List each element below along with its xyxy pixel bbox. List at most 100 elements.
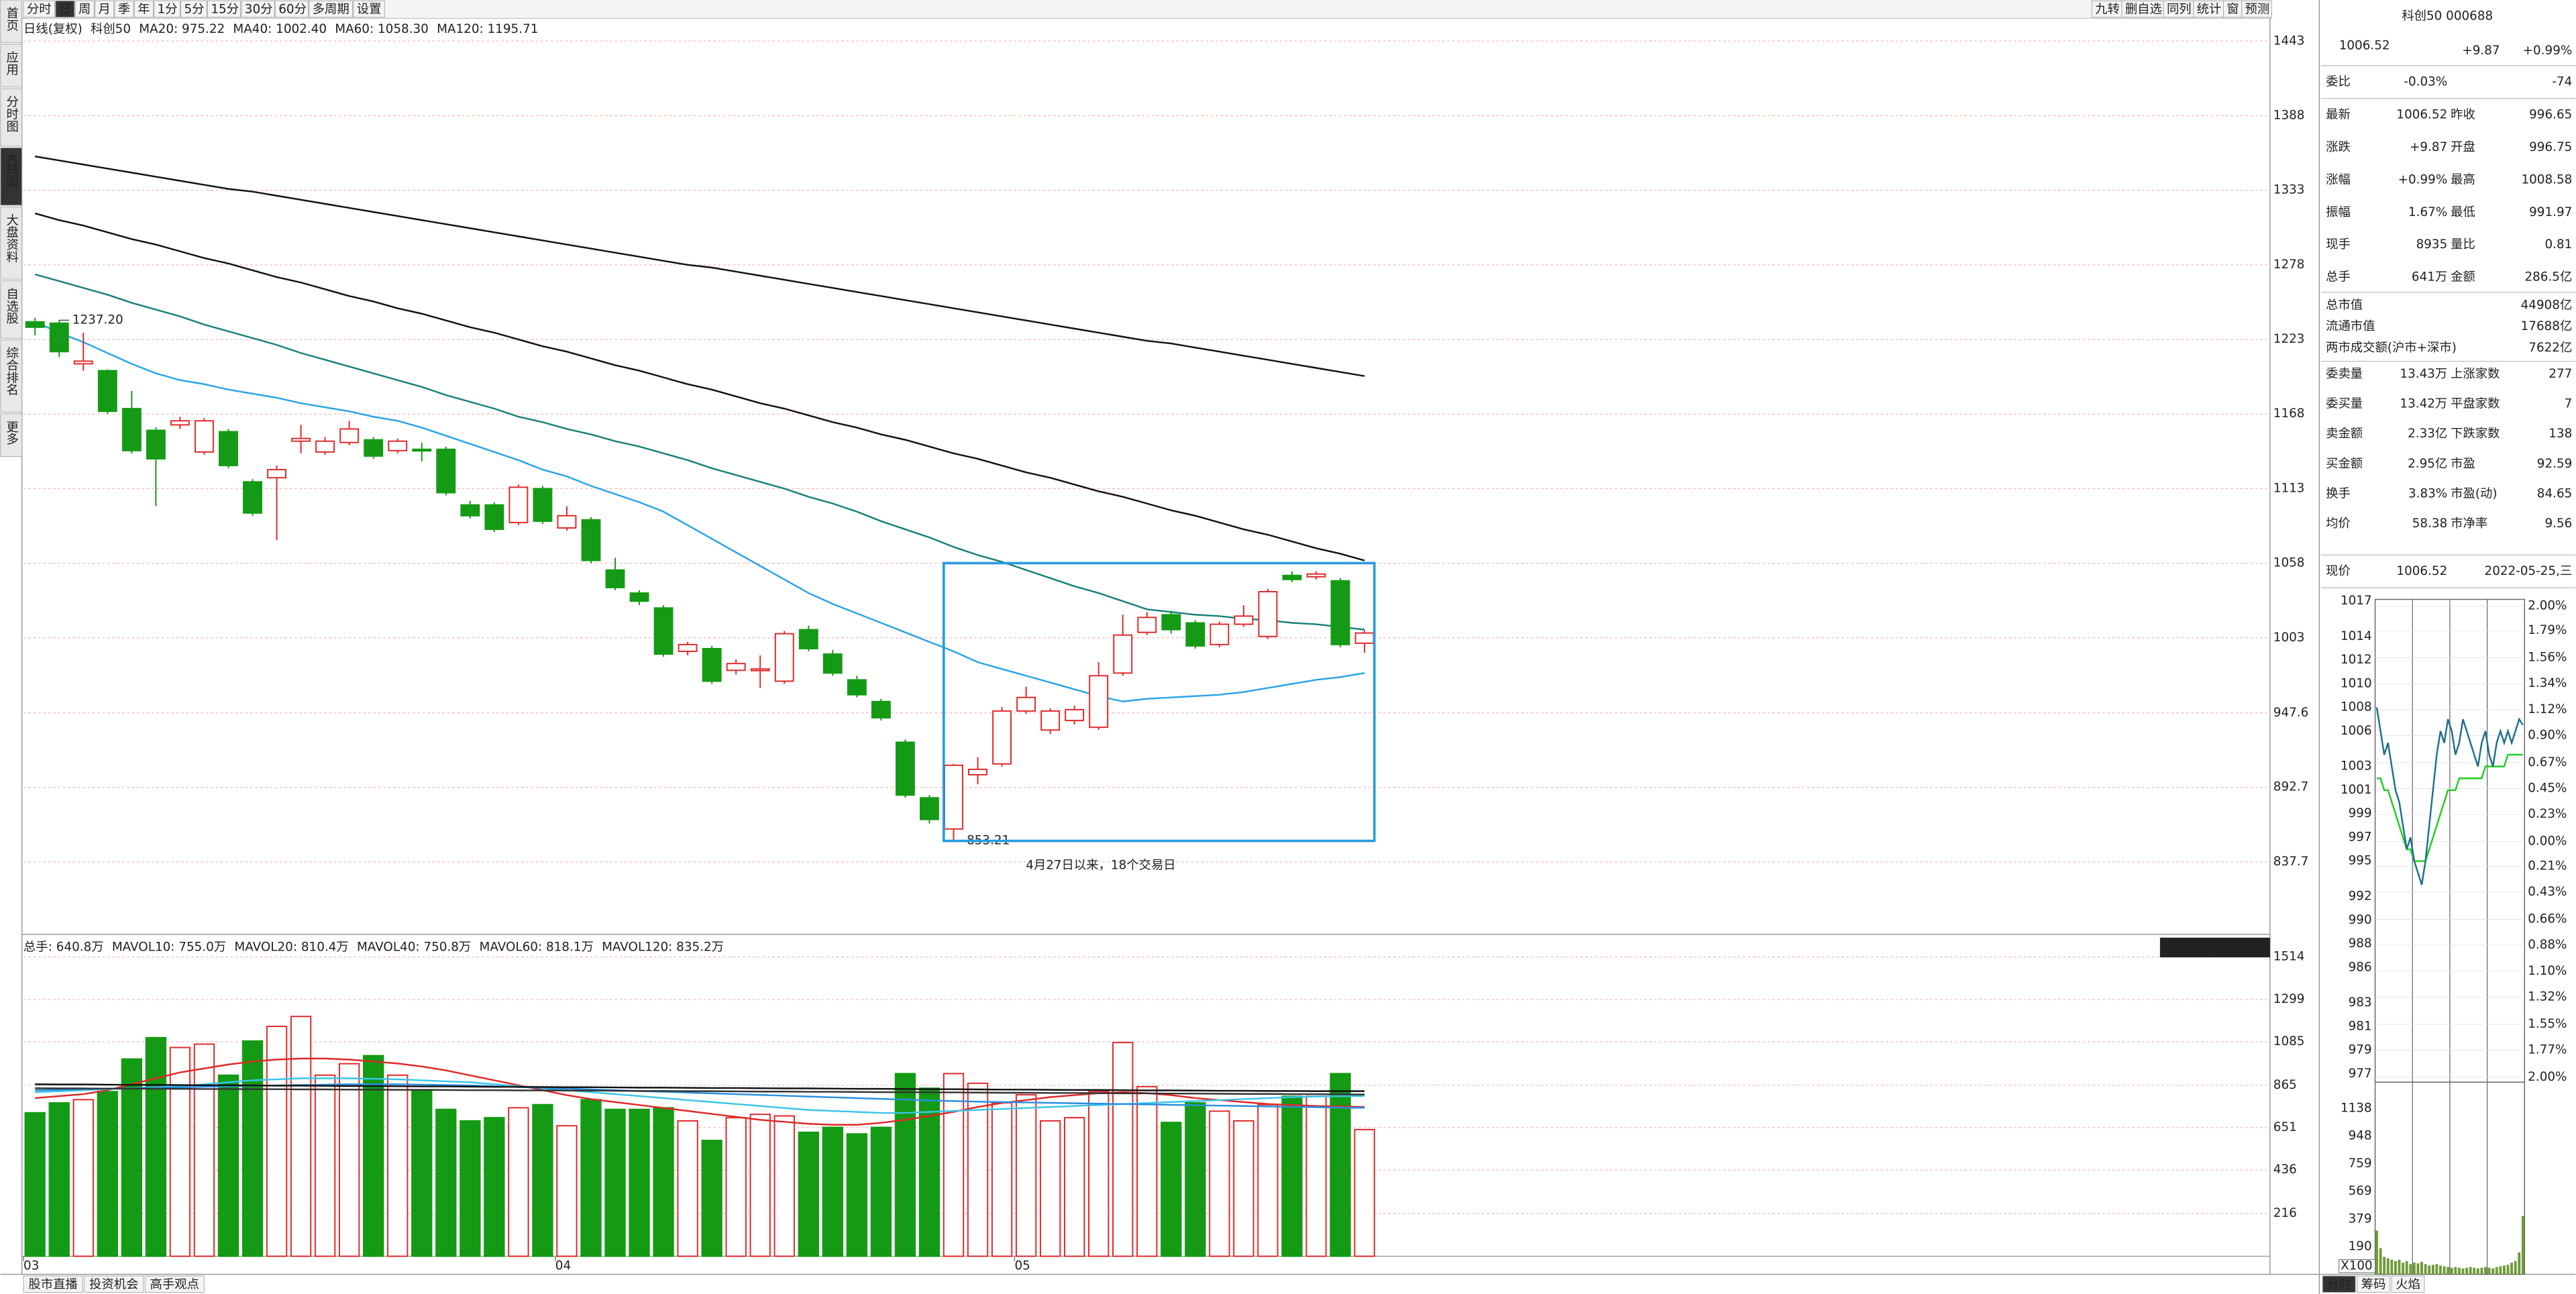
- sidebar-tab-label[interactable]: 应用: [5, 51, 19, 76]
- toolbar-button-label[interactable]: 窗: [2226, 3, 2239, 17]
- mini-volume-bar: [2514, 1261, 2517, 1275]
- bottom-tab-label[interactable]: 高手观点: [150, 1278, 199, 1292]
- toolbar-button-label[interactable]: 周: [78, 3, 91, 17]
- toolbar-button[interactable]: [2193, 0, 2224, 18]
- panel-tab-label[interactable]: 火焰: [2396, 1278, 2420, 1292]
- bottom-tab[interactable]: [84, 1275, 144, 1293]
- indicator-tag[interactable]: [2159, 937, 2270, 958]
- toolbar-button[interactable]: [353, 0, 385, 18]
- toolbar-button[interactable]: [74, 0, 95, 18]
- volume-bar: [121, 1058, 143, 1257]
- bottom-tab[interactable]: [23, 1275, 83, 1293]
- y-tick-label: 1299: [2273, 992, 2305, 1006]
- toolbar-button-label[interactable]: 月: [98, 3, 110, 17]
- toolbar-button[interactable]: [154, 0, 180, 18]
- mini-price-tick: 981: [2349, 1019, 2372, 1033]
- toolbar-button-label[interactable]: 多周期: [313, 3, 350, 17]
- toolbar-button-label[interactable]: 设置: [357, 3, 382, 17]
- toolbar-button[interactable]: [309, 0, 354, 18]
- quote-value: 92.59: [2537, 457, 2573, 471]
- sidebar-tab[interactable]: [0, 0, 23, 44]
- mini-pct-tick: 1.34%: [2528, 676, 2567, 690]
- quote-label: 涨跌: [2326, 140, 2351, 154]
- candle-body: [1354, 632, 1375, 644]
- panel-tab-label[interactable]: 分时: [2326, 1278, 2351, 1292]
- toolbar-button-label[interactable]: 季: [118, 3, 130, 17]
- volume-bar: [773, 1115, 795, 1257]
- panel-tab[interactable]: [2357, 1275, 2391, 1293]
- annotation-label: 1237.20: [72, 313, 123, 327]
- mini-price-tick: 986: [2349, 960, 2372, 974]
- toolbar-button-label[interactable]: 年: [138, 3, 150, 17]
- toolbar-button-label[interactable]: 1分: [158, 3, 178, 17]
- panel-tab[interactable]: [2391, 1275, 2425, 1293]
- volume-bar: [653, 1107, 674, 1257]
- quote-label: 现手: [2326, 237, 2351, 252]
- sidebar-tab[interactable]: [0, 88, 23, 147]
- toolbar-button-label[interactable]: 5分: [184, 3, 204, 17]
- toolbar-bg: [21, 0, 2272, 18]
- toolbar-button[interactable]: [2163, 0, 2194, 18]
- mini-price-tick: 1006: [2341, 724, 2372, 738]
- sidebar-tab[interactable]: [0, 339, 23, 413]
- legend-entry: MAVOL120: 835.2万: [602, 940, 724, 954]
- toolbar-button-label[interactable]: 删自选: [2125, 3, 2162, 17]
- toolbar-button[interactable]: [207, 0, 241, 18]
- toolbar-button[interactable]: [55, 0, 75, 18]
- mini-price-tick: 995: [2349, 854, 2372, 868]
- sidebar-tab[interactable]: [0, 413, 23, 457]
- candle-body: [968, 768, 987, 775]
- sidebar-tab[interactable]: [0, 44, 23, 88]
- toolbar-button-label[interactable]: 30分: [245, 3, 273, 17]
- quote-value: 996.75: [2529, 140, 2572, 154]
- sidebar-tab[interactable]: [0, 147, 23, 206]
- toolbar-button-label[interactable]: 统计: [2197, 3, 2222, 17]
- toolbar-button[interactable]: [23, 0, 56, 18]
- bottom-tab[interactable]: [144, 1275, 205, 1293]
- toolbar-button-label[interactable]: 分时: [27, 3, 52, 17]
- mini-volume-bar: [2461, 1268, 2465, 1275]
- toolbar-button[interactable]: [95, 0, 115, 18]
- sidebar-tab-label[interactable]: 分时图: [5, 95, 19, 132]
- mini-volume-bar: [2390, 1259, 2394, 1275]
- toolbar-button-label[interactable]: 日: [59, 3, 71, 17]
- bottom-tab-label[interactable]: 股市直播: [28, 1278, 77, 1292]
- toolbar-button[interactable]: [241, 0, 275, 18]
- toolbar-button-label[interactable]: 60分: [278, 3, 307, 17]
- panel-tab-label[interactable]: 筹码: [2361, 1278, 2386, 1292]
- toolbar-button[interactable]: [180, 0, 207, 18]
- volume-bar: [870, 1126, 892, 1257]
- sidebar-tab[interactable]: [0, 206, 23, 280]
- sidebar-tab-label[interactable]: 更多: [5, 421, 19, 445]
- toolbar-button[interactable]: [2091, 0, 2123, 18]
- volume-bar: [387, 1074, 409, 1257]
- sidebar-tab[interactable]: [0, 280, 23, 339]
- sidebar-tab-label[interactable]: K线图: [5, 154, 19, 187]
- volume-bar: [918, 1087, 941, 1257]
- sidebar-tab-label[interactable]: 首页: [5, 7, 19, 32]
- mini-volume-bar: [2480, 1267, 2483, 1275]
- toolbar-button-label[interactable]: 同列: [2167, 3, 2192, 17]
- quote-value: 7622亿: [2528, 341, 2572, 355]
- toolbar-button-label[interactable]: 预测: [2245, 3, 2270, 17]
- candle-body: [25, 321, 45, 328]
- mini-price-tick: 1003: [2341, 759, 2372, 773]
- indicator-tag-label[interactable]: 成交量: [2193, 940, 2230, 954]
- toolbar-button[interactable]: [274, 0, 309, 18]
- candle-body: [97, 370, 117, 413]
- toolbar-button[interactable]: [133, 0, 154, 18]
- toolbar-button[interactable]: [114, 0, 134, 18]
- sidebar-tab-label[interactable]: 综合排名: [5, 347, 19, 396]
- toolbar-button-label[interactable]: 15分: [211, 3, 239, 17]
- quote-value: 7: [2565, 397, 2573, 411]
- candle-body: [798, 629, 818, 649]
- sidebar-tab-label[interactable]: 大盘资料: [5, 213, 19, 262]
- sidebar-tab-label[interactable]: 自选股: [5, 287, 19, 324]
- quote-value: 8935: [2416, 237, 2448, 252]
- panel-tab[interactable]: [2322, 1275, 2356, 1293]
- bottom-tab-label[interactable]: 投资机会: [89, 1278, 138, 1292]
- toolbar-button-label[interactable]: 九转: [2095, 3, 2120, 17]
- volume-bar: [725, 1117, 747, 1257]
- legend-entry: MA20: 975.22: [139, 22, 225, 36]
- quote-value: 1006.52: [2396, 564, 2447, 578]
